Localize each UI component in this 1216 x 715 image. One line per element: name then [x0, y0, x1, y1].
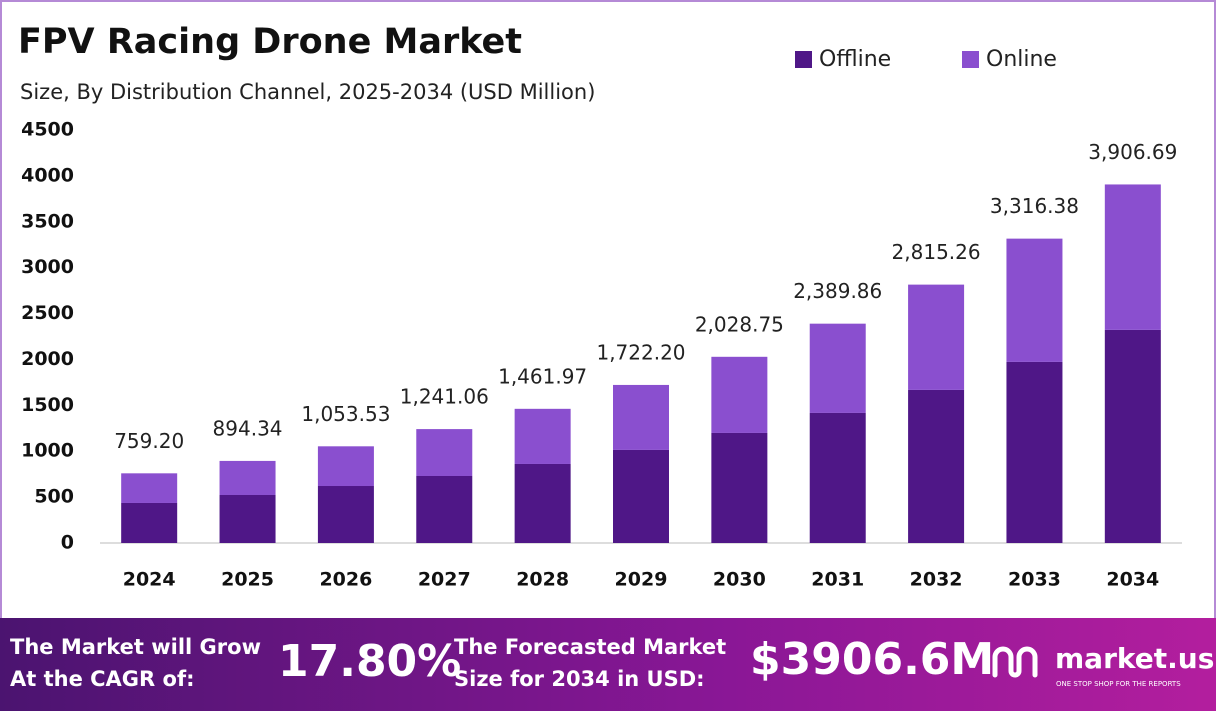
x-tick-label: 2033	[1008, 569, 1061, 591]
bar-segment	[711, 356, 768, 433]
bar-segment	[121, 502, 178, 543]
legend-swatch	[962, 51, 979, 68]
total-label: 759.20	[114, 429, 184, 453]
bar-segment	[514, 408, 571, 464]
bar-segment	[908, 284, 965, 390]
x-tick-label: 2028	[516, 569, 569, 591]
brand-name: market.us	[1055, 642, 1214, 675]
y-tick-label: 1000	[21, 440, 74, 462]
bar-segment	[416, 476, 473, 543]
forecast-value: $3906.6M	[750, 634, 994, 685]
x-tick-label: 2026	[319, 569, 372, 591]
x-tick-label: 2029	[615, 569, 668, 591]
bar-segment	[514, 463, 571, 543]
y-tick-label: 500	[34, 486, 74, 508]
x-tick-label: 2032	[910, 569, 963, 591]
brand-tagline: ONE STOP SHOP FOR THE REPORTS	[1056, 680, 1181, 688]
bar-segment	[317, 486, 374, 543]
chart-subtitle: Size, By Distribution Channel, 2025-2034…	[20, 80, 595, 104]
x-tick-label: 2030	[713, 569, 766, 591]
bar-segment	[1006, 238, 1063, 362]
chart-title: FPV Racing Drone Market	[18, 22, 522, 62]
bar-segment	[317, 446, 374, 487]
bar-segment	[219, 460, 276, 496]
footer-text: At the CAGR of:	[10, 667, 195, 691]
total-label: 2,815.26	[892, 240, 981, 264]
total-label: 1,461.97	[498, 364, 587, 388]
y-tick-label: 2000	[21, 348, 74, 370]
x-tick-label: 2031	[811, 569, 864, 591]
x-tick-label: 2034	[1106, 569, 1159, 591]
y-tick-label: 0	[61, 532, 74, 554]
bar-segment	[416, 429, 473, 477]
total-label: 2,028.75	[695, 312, 784, 336]
cagr-value: 17.80%	[278, 636, 461, 687]
total-label: 894.34	[213, 416, 283, 440]
bar-segment	[219, 495, 276, 543]
total-label: 3,316.38	[990, 194, 1079, 218]
total-label: 2,389.86	[793, 279, 882, 303]
bar-segment	[1104, 184, 1161, 330]
brand-logo	[992, 646, 1038, 678]
bar-segment	[908, 389, 965, 543]
footer-text: The Forecasted Market	[454, 635, 726, 659]
y-tick-label: 3000	[21, 256, 74, 278]
y-tick-label: 4500	[21, 119, 74, 141]
bar-segment	[613, 384, 669, 450]
bar-segment	[809, 323, 866, 413]
total-label: 1,722.20	[596, 340, 685, 364]
x-tick-label: 2025	[221, 569, 274, 591]
footer-text: The Market will Grow	[10, 635, 261, 659]
bar-segment	[1104, 329, 1161, 543]
footer-text: Size for 2034 in USD:	[454, 667, 705, 691]
y-tick-label: 2500	[21, 302, 74, 324]
bar-segment	[613, 449, 669, 543]
y-tick-label: 4000	[21, 164, 74, 186]
legend-label: Offline	[819, 47, 891, 72]
bar-segment	[711, 432, 768, 543]
legend-swatch	[795, 51, 812, 68]
y-tick-label: 1500	[21, 394, 74, 416]
x-tick-label: 2024	[123, 569, 176, 591]
y-tick-label: 3500	[21, 210, 74, 232]
total-label: 1,053.53	[301, 402, 390, 426]
bar-segment	[1006, 361, 1063, 543]
x-tick-label: 2027	[418, 569, 471, 591]
total-label: 3,906.69	[1088, 140, 1177, 164]
legend-label: Online	[986, 47, 1057, 72]
bar-segment	[121, 473, 178, 503]
bar-segment	[809, 412, 866, 543]
total-label: 1,241.06	[400, 385, 489, 409]
